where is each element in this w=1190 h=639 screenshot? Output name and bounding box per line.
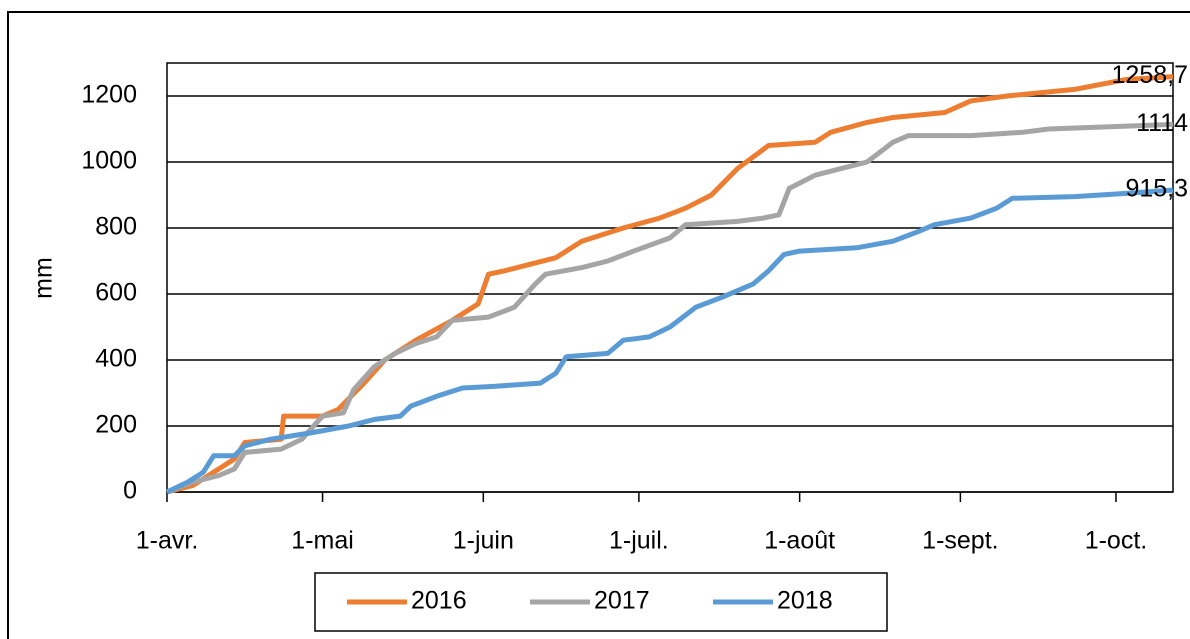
x-tick-label: 1-mai <box>291 527 354 555</box>
y-axis-label: mm <box>30 257 58 299</box>
legend-box <box>314 572 888 632</box>
x-tick-label: 1-août <box>764 527 835 555</box>
series-line <box>165 187 1174 495</box>
x-tick-label: 1-avr. <box>136 527 199 555</box>
x-tick-label: 1-oct. <box>1085 527 1148 555</box>
x-tick-label: 1-juil. <box>609 527 669 555</box>
y-tick-label: 1200 <box>81 81 137 109</box>
legend-label: 2016 <box>411 587 467 615</box>
data-label: 915,3 <box>1125 175 1188 203</box>
data-label: 1258,7 <box>1112 61 1188 89</box>
x-tick-label: 1-sept. <box>922 527 998 555</box>
y-tick-label: 600 <box>95 279 137 307</box>
y-tick-label: 800 <box>95 213 137 241</box>
plot-frame <box>166 62 1174 493</box>
y-tick-label: 1000 <box>81 147 137 175</box>
legend: 2016 2017 2018 <box>314 572 888 632</box>
x-tick-label: 1-juin <box>453 527 514 555</box>
y-tick-label: 0 <box>123 477 137 505</box>
series-line <box>166 74 1174 495</box>
data-label: 1114 <box>1136 109 1188 137</box>
y-tick-label: 400 <box>95 345 137 373</box>
series-line <box>166 121 1174 495</box>
legend-label: 2018 <box>777 587 833 615</box>
legend-label: 2017 <box>594 587 650 615</box>
y-tick-label: 200 <box>95 411 137 439</box>
chart-border <box>7 11 1190 639</box>
